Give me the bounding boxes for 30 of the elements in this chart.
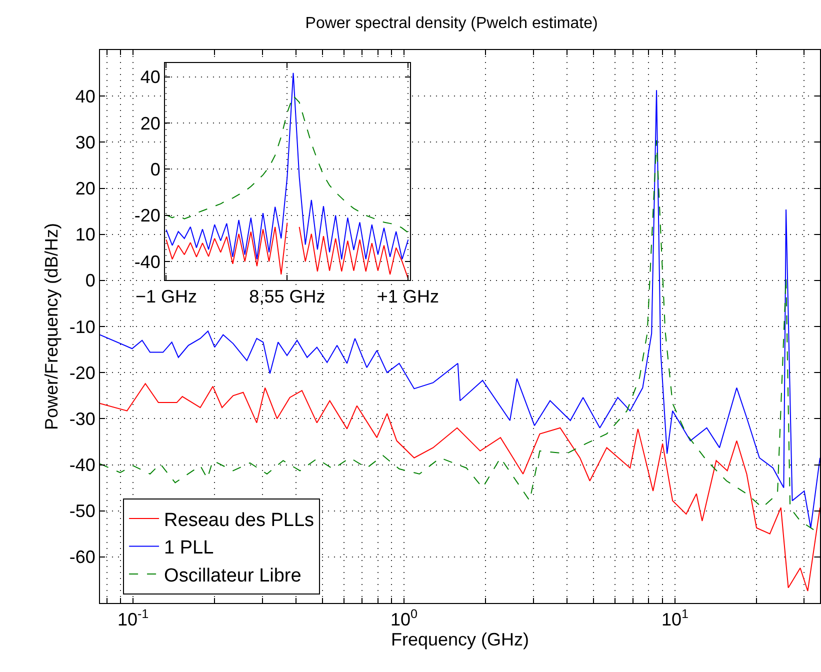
y-tick-label: 0 [150, 159, 160, 180]
legend-label: Oscillateur Libre [164, 565, 302, 586]
y-tick-label: 10 [75, 224, 96, 245]
line-series [166, 95, 409, 234]
x-axis-title: Frequency (GHz) [390, 630, 530, 650]
x-tick-label: +1 GHz [377, 286, 439, 307]
y-tick-label: -20 [69, 362, 96, 383]
y-tick-label: 30 [75, 132, 96, 152]
legend-label: 1 PLL [164, 538, 214, 559]
x-tick-label: 10$^{1}$ [661, 607, 688, 630]
x-tick-label: 10$^{-1}$ [117, 607, 149, 630]
y-tick-label: 20 [75, 178, 96, 199]
y-tick-label: 0 [85, 270, 96, 291]
x-tick-label: 8,55 GHz [249, 286, 326, 307]
y-tick-label: -60 [69, 547, 96, 568]
y-tick-label: -10 [69, 316, 96, 337]
legend-label: Reseau des PLLs [164, 510, 314, 531]
y-tick-label: 40 [75, 86, 96, 106]
line-series [166, 72, 409, 260]
y-tick-label: -20 [134, 206, 160, 226]
y-tick-label: 40 [140, 67, 160, 88]
y-tick-label: 20 [140, 113, 160, 134]
y-tick-label: -50 [69, 501, 96, 522]
chart-title: Power spectral density (Pwelch estimate) [305, 15, 598, 32]
x-tick-label: −1 GHz [135, 286, 197, 307]
y-axis-title: Power/Frequency (dB/Hz) [42, 222, 62, 430]
y-tick-label: -30 [69, 408, 96, 429]
y-tick-label: -40 [69, 455, 96, 476]
x-tick-label: 10$^{0}$ [390, 607, 418, 630]
y-tick-label: -40 [134, 252, 160, 272]
